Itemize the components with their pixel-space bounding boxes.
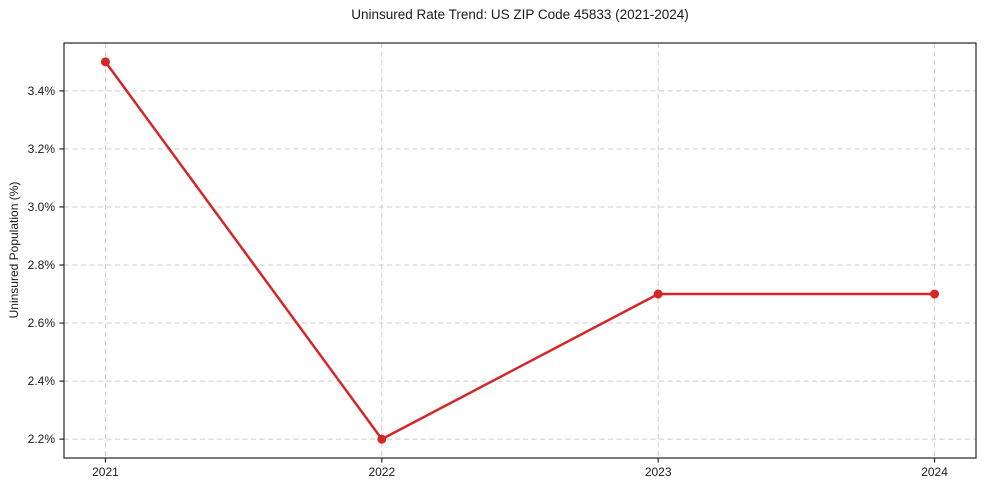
y-tick-label: 3.4% xyxy=(28,84,56,98)
chart-title: Uninsured Rate Trend: US ZIP Code 45833 … xyxy=(351,7,689,22)
x-tick-label: 2023 xyxy=(645,465,672,479)
y-tick-label: 2.6% xyxy=(28,316,56,330)
data-point-marker xyxy=(100,57,110,67)
x-tick-label: 2024 xyxy=(921,465,948,479)
trend-line xyxy=(104,60,936,441)
data-point-marker xyxy=(377,434,387,444)
y-tick-label: 2.4% xyxy=(28,374,56,388)
y-tick-label: 3.2% xyxy=(28,142,56,156)
plot-frame xyxy=(63,42,977,459)
y-tick-label: 2.8% xyxy=(28,258,56,272)
data-point-marker xyxy=(653,289,663,299)
x-tick-label: 2021 xyxy=(92,465,119,479)
y-tick-label: 2.2% xyxy=(28,432,56,446)
x-tick-label: 2022 xyxy=(368,465,395,479)
data-point-marker xyxy=(930,289,940,299)
y-tick-label: 3.0% xyxy=(28,200,56,214)
